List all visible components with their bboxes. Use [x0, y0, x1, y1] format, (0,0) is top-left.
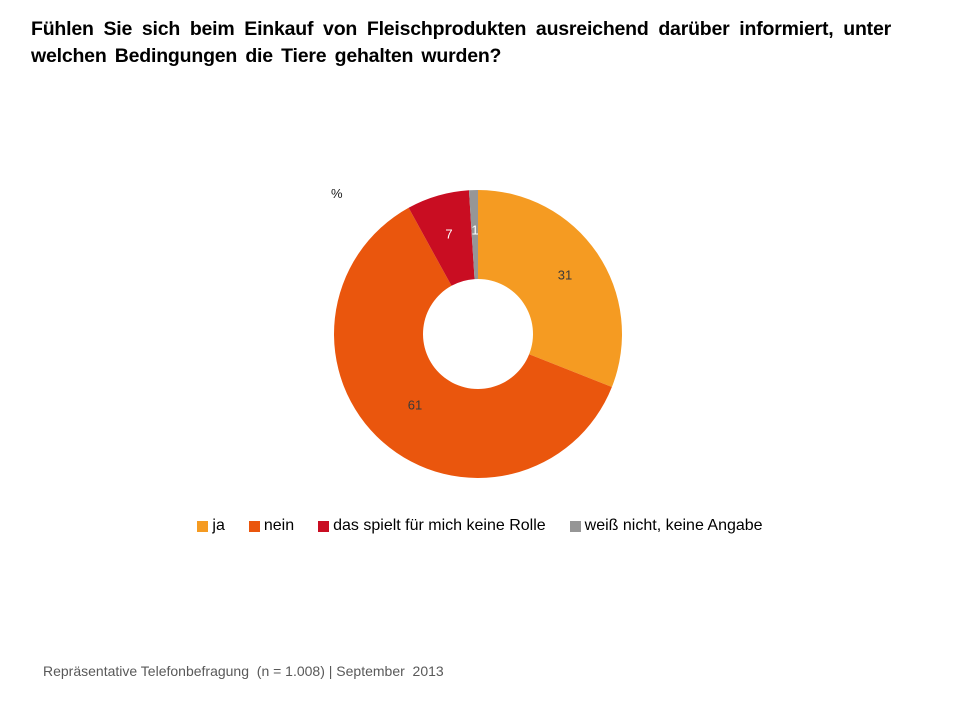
legend-label-keine-rolle: das spielt für mich keine Rolle: [333, 517, 546, 534]
legend-swatch-nein: [248, 520, 260, 532]
legend-swatch-ja: [197, 520, 209, 532]
pie-slice-weiss-nicht: [468, 189, 478, 280]
chart-legend: ja nein das spielt für mich keine Rolle …: [0, 517, 960, 535]
page-title: Fühlen Sie sich beim Einkauf von Fleisch…: [31, 18, 891, 67]
legend-item-weiss-nicht: weiß nicht, keine Angabe: [569, 517, 763, 535]
percent-unit-label: %: [331, 186, 343, 201]
legend-swatch-keine-rolle: [318, 520, 330, 532]
pie-slice-ja: [478, 190, 623, 388]
source-footer: Repräsentative Telefonbefragung (n = 1.0…: [43, 626, 522, 720]
pie-slice-nein: [334, 207, 612, 478]
pie-slice-keine-rolle: [408, 190, 475, 286]
legend-item-nein: nein: [248, 517, 295, 535]
legend-item-keine-rolle: das spielt für mich keine Rolle: [318, 517, 546, 535]
footer-institute-info: TNS Emnid im Auftrag des Verbraucherzent…: [43, 716, 522, 720]
legend-label-nein: nein: [263, 517, 295, 534]
slice-value-label-weiss-nicht: 1: [471, 222, 479, 238]
slice-value-label-ja: 31: [557, 267, 573, 283]
legend-swatch-weiss-nicht: [569, 520, 581, 532]
legend-label-weiss-nicht: weiß nicht, keine Angabe: [584, 517, 763, 534]
footer-survey-info: Repräsentative Telefonbefragung (n = 1.0…: [43, 663, 444, 679]
slice-value-label-nein: 61: [407, 397, 423, 413]
slice-value-label-keine-rolle: 7: [445, 226, 453, 242]
legend-label-ja: ja: [212, 517, 225, 534]
donut-chart: [334, 189, 623, 478]
legend-item-ja: ja: [197, 517, 225, 535]
